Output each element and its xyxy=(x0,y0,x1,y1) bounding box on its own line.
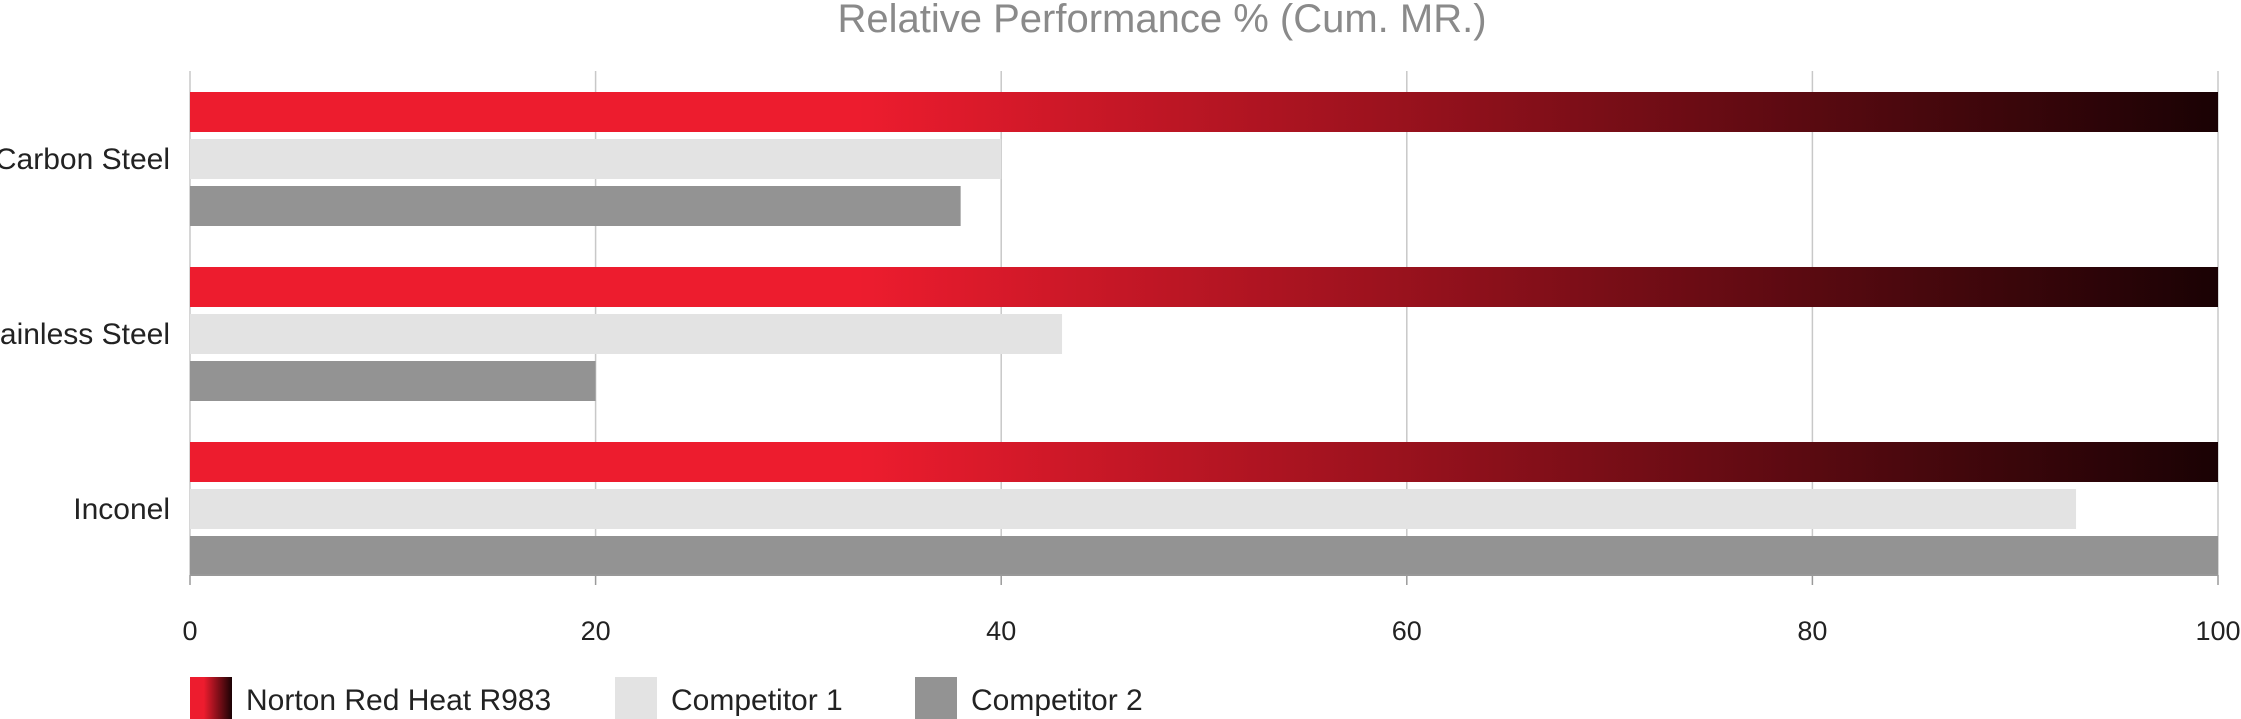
bar-carbon-steel-series-2 xyxy=(190,139,1002,179)
x-tick-label: 0 xyxy=(182,616,197,646)
bar-inconel-series-1 xyxy=(190,442,2218,482)
axes: 0 20 40 60 80 100 Carbon Steel Stainless Steel I… xyxy=(0,143,2241,646)
legend-label: Competitor 1 xyxy=(671,684,843,717)
category-label: Inconel xyxy=(73,493,170,526)
x-tick-label: 60 xyxy=(1392,616,1422,646)
legend-swatch-series-2 xyxy=(615,677,657,719)
x-tick-label: 20 xyxy=(581,616,611,646)
bar-inconel-series-3 xyxy=(190,536,2218,576)
legend: Norton Red Heat R983 Competitor 1 Competit… xyxy=(190,677,1143,719)
bar-stainless-steel-series-1 xyxy=(190,267,2218,307)
bar-carbon-steel-series-3 xyxy=(190,186,961,226)
legend-swatch-series-3 xyxy=(915,677,957,719)
legend-label: Norton Red Heat R983 xyxy=(246,684,551,717)
x-tick-label: 100 xyxy=(2195,616,2240,646)
bar-stainless-steel-series-3 xyxy=(190,361,596,401)
x-tick-label: 40 xyxy=(986,616,1016,646)
legend-label: Competitor 2 xyxy=(971,684,1143,717)
bars xyxy=(190,92,2218,576)
bar-carbon-steel-series-1 xyxy=(190,92,2218,132)
bar-inconel-series-2 xyxy=(190,489,2077,529)
legend-swatch-series-1 xyxy=(190,677,232,719)
category-label: Stainless Steel xyxy=(0,318,170,351)
x-tick-label: 80 xyxy=(1797,616,1827,646)
chart-title: Relative Performance % (Cum. MR.) xyxy=(837,0,1486,41)
category-label: Carbon Steel xyxy=(0,143,170,176)
bar-stainless-steel-series-2 xyxy=(190,314,1063,354)
